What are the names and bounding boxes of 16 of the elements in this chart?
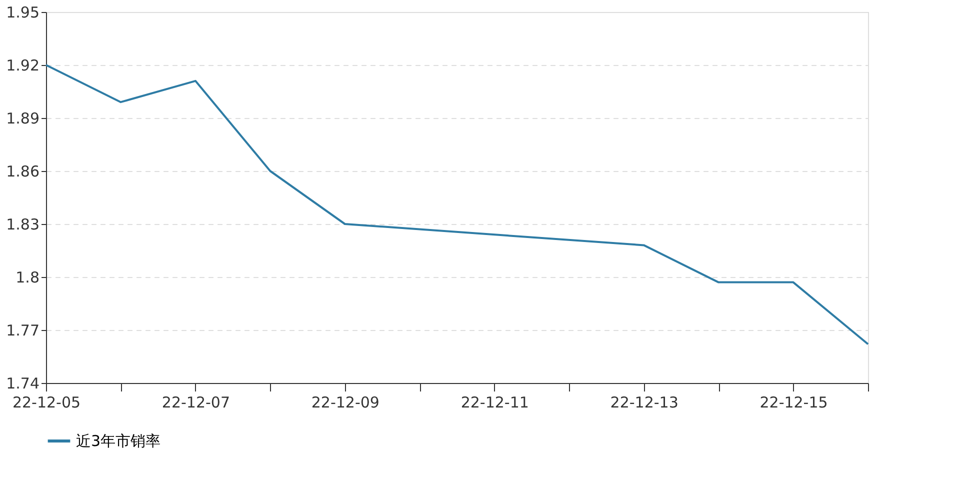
y-tick-label: 1.83 bbox=[6, 216, 40, 234]
x-tick-label: 22-12-15 bbox=[760, 394, 828, 412]
x-tick-label: 22-12-05 bbox=[12, 394, 81, 412]
x-tick-label: 22-12-11 bbox=[460, 394, 529, 412]
y-tick-label: 1.8 bbox=[16, 268, 40, 286]
y-tick-label: 1.92 bbox=[6, 56, 40, 74]
y-tick-label: 1.77 bbox=[6, 322, 40, 340]
y-tick-label: 1.86 bbox=[6, 162, 40, 180]
line-series bbox=[45, 64, 869, 346]
x-tick-label: 22-12-13 bbox=[610, 394, 678, 412]
legend-label: 近3年市销率 bbox=[76, 432, 161, 450]
y-tick-label: 1.74 bbox=[6, 374, 40, 392]
x-tick-label: 22-12-07 bbox=[162, 394, 230, 412]
y-tick-label: 1.89 bbox=[6, 110, 40, 128]
y-tick-label: 1.95 bbox=[6, 4, 40, 22]
x-tick-label: 22-12-09 bbox=[311, 394, 380, 412]
